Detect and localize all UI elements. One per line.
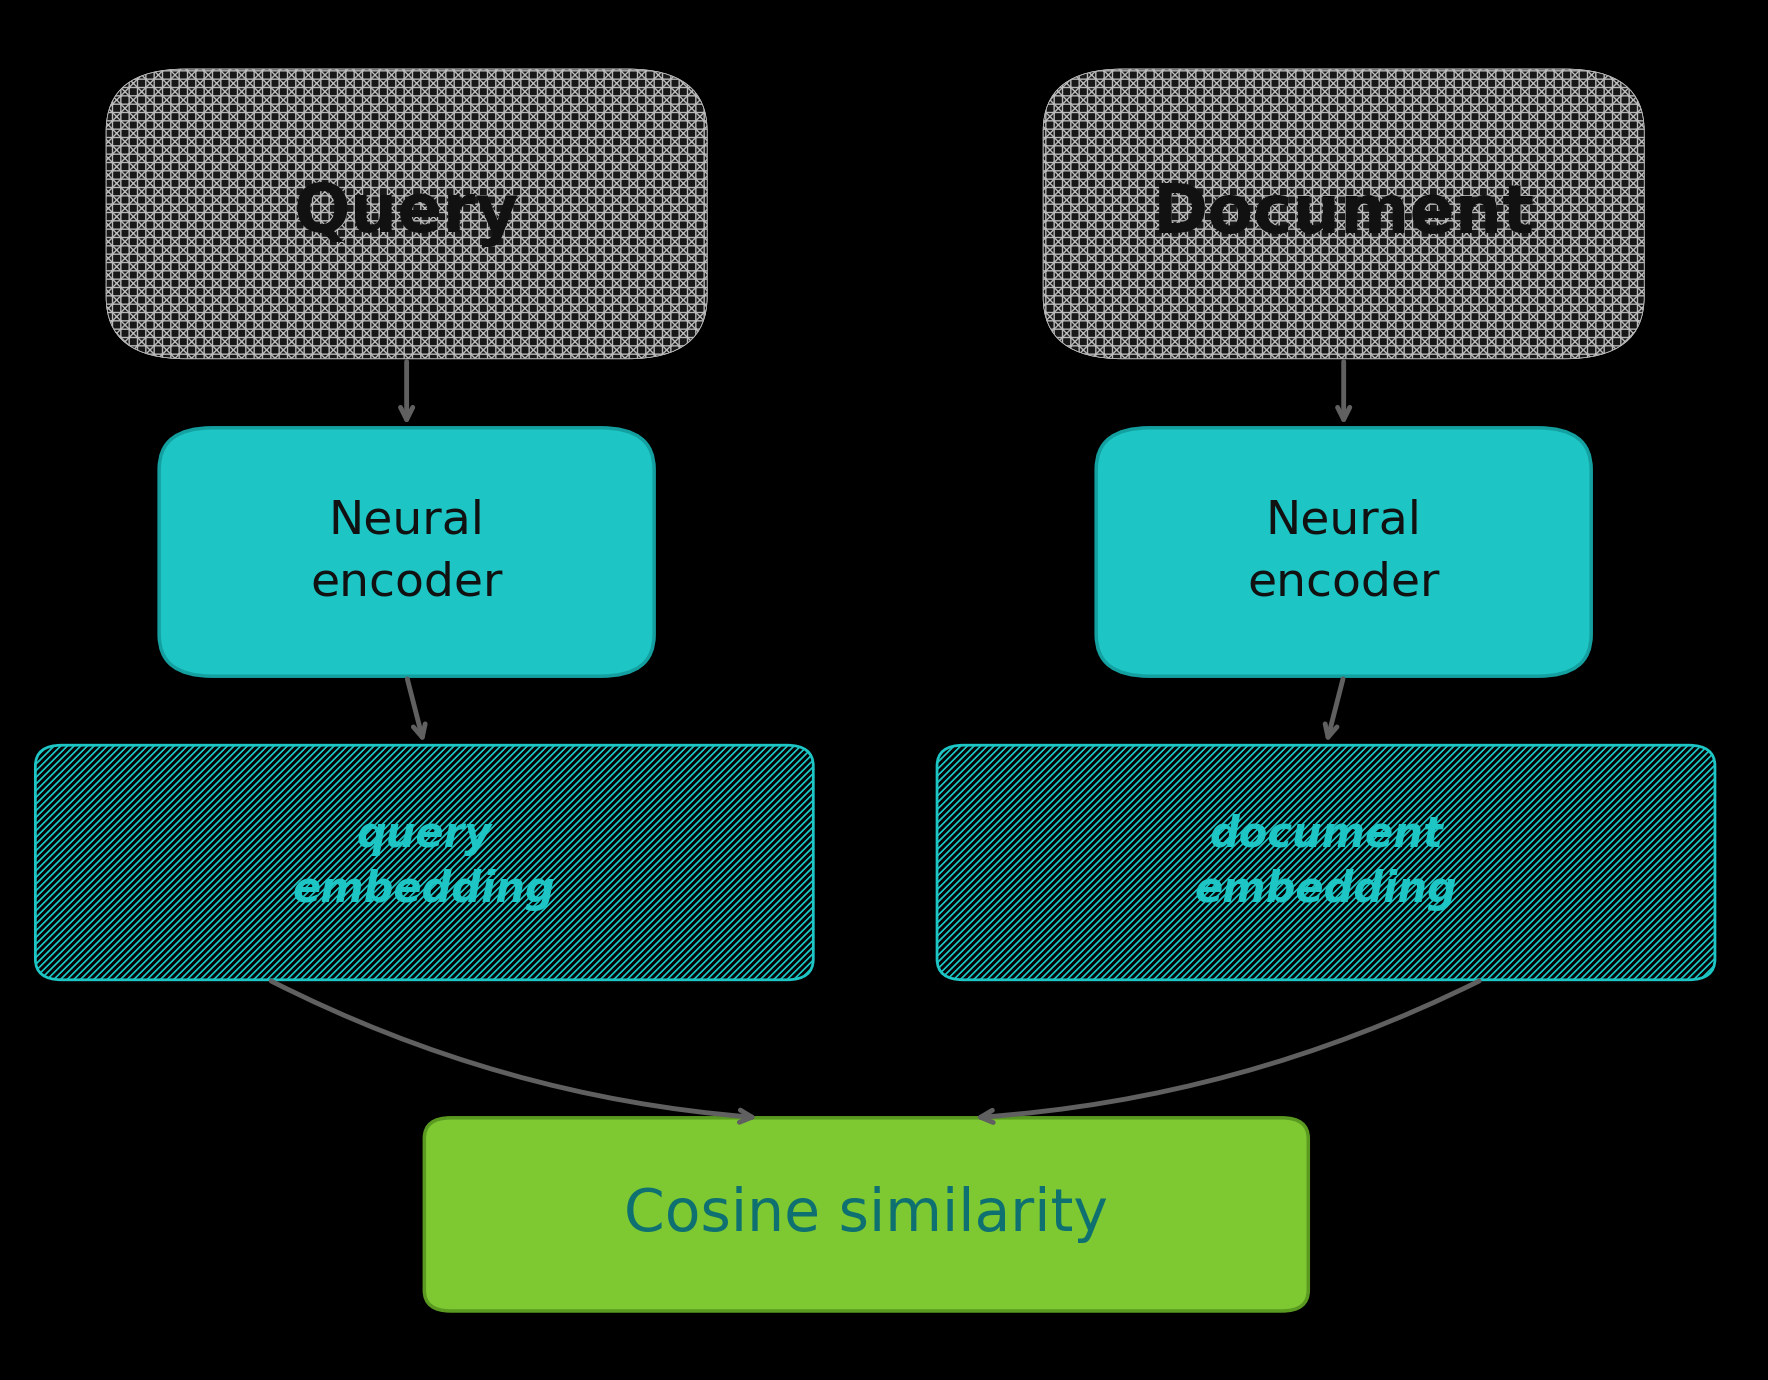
Text: Document: Document: [1153, 181, 1535, 247]
FancyBboxPatch shape: [424, 1118, 1308, 1311]
Text: document
embedding: document embedding: [1195, 814, 1457, 911]
Text: Neural
encoder: Neural encoder: [311, 498, 502, 606]
Text: query
embedding: query embedding: [293, 814, 555, 911]
Text: Cosine similarity: Cosine similarity: [624, 1185, 1109, 1243]
FancyBboxPatch shape: [35, 745, 813, 980]
FancyBboxPatch shape: [937, 745, 1715, 980]
FancyBboxPatch shape: [159, 428, 654, 676]
Text: Neural
encoder: Neural encoder: [1248, 498, 1439, 606]
FancyBboxPatch shape: [1096, 428, 1591, 676]
FancyBboxPatch shape: [1043, 69, 1644, 359]
Text: Query: Query: [293, 181, 520, 247]
FancyBboxPatch shape: [106, 69, 707, 359]
